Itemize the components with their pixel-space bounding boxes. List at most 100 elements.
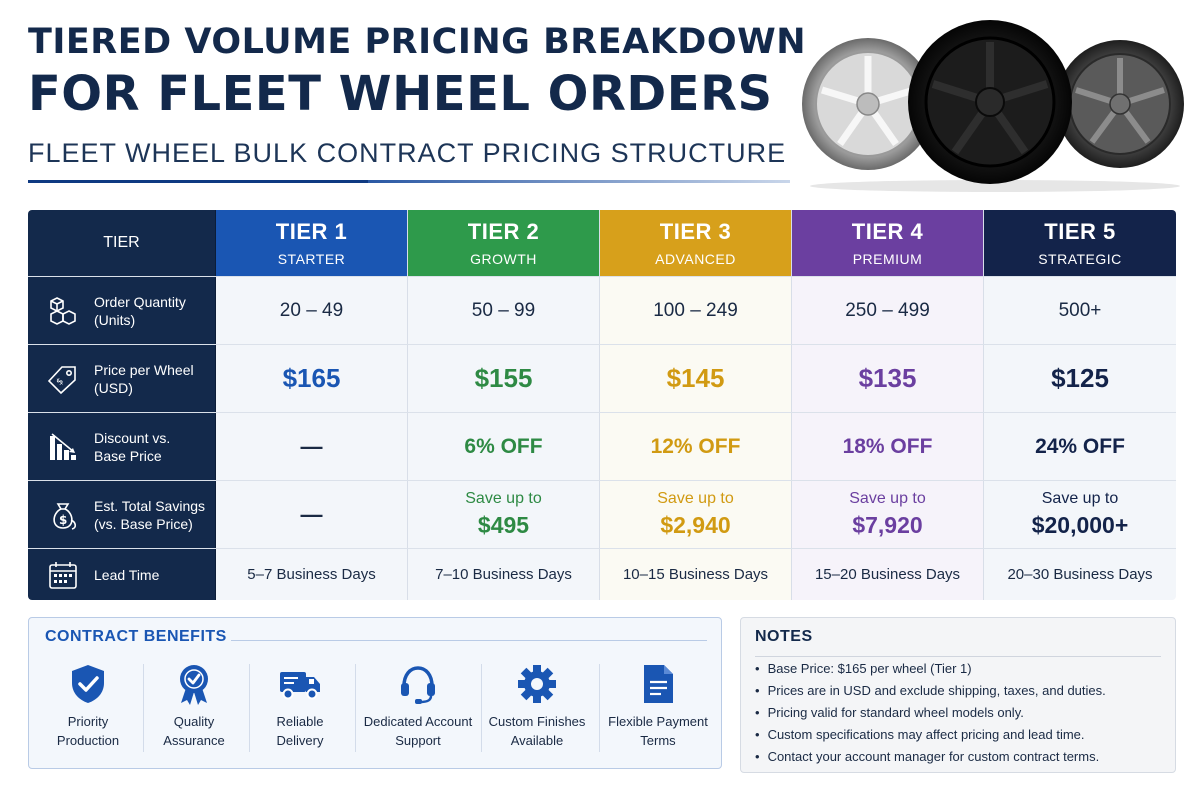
tier-1-name: TIER 1 bbox=[275, 219, 348, 244]
savings-prefix-tier-2: Save up to bbox=[465, 490, 542, 507]
savings-label-cell: $ Est. Total Savings (vs. Base Price) bbox=[28, 481, 216, 548]
benefit-label-2: Quality Assurance bbox=[163, 714, 225, 748]
note-item: Base Price: $165 per wheel (Tier 1) bbox=[755, 658, 1106, 680]
benefit-flexible-payment: Flexible Payment Terms bbox=[601, 662, 715, 758]
benefit-quality-assurance: Quality Assurance bbox=[141, 662, 247, 758]
notes-title: NOTES bbox=[755, 628, 813, 645]
benefit-custom-finishes: Custom Finishes Available bbox=[481, 662, 593, 758]
wheels-image bbox=[802, 20, 1184, 192]
benefits-title: CONTRACT BENEFITS bbox=[45, 628, 227, 645]
tier-2-name: TIER 2 bbox=[467, 219, 540, 244]
benefit-separator bbox=[481, 664, 482, 752]
discount-tier-2: 6% OFF bbox=[464, 434, 543, 458]
discount-tier-5: 24% OFF bbox=[1035, 434, 1125, 458]
savings-tier-1: — bbox=[300, 501, 323, 527]
quantity-label: Order Quantity (Units) bbox=[94, 293, 186, 328]
tier-3-name: TIER 3 bbox=[659, 219, 732, 244]
price-label: Price per Wheel (USD) bbox=[94, 361, 194, 396]
benefit-label-1: Priority Production bbox=[56, 714, 120, 748]
tier-3-sub: ADVANCED bbox=[655, 251, 736, 267]
savings-label: Est. Total Savings (vs. Base Price) bbox=[94, 497, 206, 532]
tier-3-header: TIER 3 ADVANCED bbox=[600, 210, 792, 276]
corner-label: TIER bbox=[28, 210, 216, 276]
award-ribbon-icon bbox=[180, 665, 208, 705]
price-row: $ Price per Wheel (USD) $165 $155 $145 $… bbox=[28, 344, 1176, 412]
title-line-1: TIERED VOLUME PRICING BREAKDOWN bbox=[28, 22, 807, 62]
lead-tier-1: 5–7 Business Days bbox=[247, 566, 376, 583]
price-tier-3: $145 bbox=[666, 363, 725, 393]
shield-check-icon bbox=[72, 665, 104, 703]
notes-list: Base Price: $165 per wheel (Tier 1) Pric… bbox=[755, 658, 1106, 768]
tier-2-sub: GROWTH bbox=[470, 251, 537, 267]
savings-prefix-tier-5: Save up to bbox=[1041, 490, 1119, 507]
savings-tier-3: $2,940 bbox=[660, 512, 731, 538]
notes-panel: NOTES Base Price: $165 per wheel (Tier 1… bbox=[740, 617, 1176, 773]
benefit-priority-production: Priority Production bbox=[35, 662, 141, 758]
benefit-separator bbox=[143, 664, 144, 752]
tier-4-sub: PREMIUM bbox=[852, 251, 923, 267]
price-tag-icon: $ bbox=[47, 365, 76, 394]
benefit-dedicated-support: Dedicated Account Support bbox=[359, 662, 477, 758]
tier-5-name: TIER 5 bbox=[1044, 219, 1116, 244]
tier-1-sub: STARTER bbox=[277, 251, 346, 267]
tier-2-header: TIER 2 GROWTH bbox=[408, 210, 600, 276]
benefit-separator bbox=[599, 664, 600, 752]
notes-divider bbox=[755, 656, 1161, 657]
price-tier-1: $165 bbox=[282, 363, 341, 393]
title-divider bbox=[28, 180, 790, 183]
price-tier-2: $155 bbox=[474, 363, 533, 393]
title-line-2: FOR FLEET WHEEL ORDERS bbox=[28, 66, 773, 122]
benefit-separator bbox=[249, 664, 250, 752]
table-header-row: TIER TIER 1 STARTER TIER 2 GROWTH TIER 3… bbox=[28, 210, 1176, 276]
note-item: Custom specifications may affect pricing… bbox=[755, 724, 1106, 746]
bar-chart-down-icon bbox=[50, 432, 76, 460]
savings-prefix-tier-4: Save up to bbox=[849, 490, 926, 507]
benefit-label-4: Dedicated Account Support bbox=[363, 714, 473, 748]
benefit-reliable-delivery: Reliable Delivery bbox=[247, 662, 353, 758]
savings-tier-5: $20,000+ bbox=[1031, 512, 1129, 538]
gunmetal-wheel bbox=[1056, 40, 1184, 168]
gear-icon bbox=[518, 665, 556, 703]
benefit-label-3: Reliable Delivery bbox=[276, 714, 324, 748]
lead-label-cell: Lead Time bbox=[28, 549, 216, 600]
calendar-icon bbox=[49, 561, 77, 589]
qty-tier-5: 500+ bbox=[1058, 299, 1102, 321]
quantity-row: Order Quantity (Units) 20 – 49 50 – 99 1… bbox=[28, 276, 1176, 344]
tier-4-header: TIER 4 PREMIUM bbox=[792, 210, 984, 276]
black-wheel bbox=[908, 20, 1072, 184]
qty-tier-3: 100 – 249 bbox=[653, 299, 738, 321]
lead-tier-5: 20–30 Business Days bbox=[1007, 566, 1153, 583]
boxes-icon bbox=[50, 296, 76, 325]
contract-benefits-panel: CONTRACT BENEFITS Priority Production Qu… bbox=[28, 617, 722, 769]
money-bag-icon: $ bbox=[53, 502, 77, 530]
price-tier-5: $125 bbox=[1051, 363, 1109, 393]
document-icon bbox=[644, 665, 673, 703]
discount-tier-1: — bbox=[300, 433, 323, 459]
discount-label-cell: Discount vs. Base Price bbox=[28, 413, 216, 480]
note-item: Pricing valid for standard wheel models … bbox=[755, 702, 1106, 724]
truck-icon bbox=[280, 672, 320, 700]
savings-prefix-tier-3: Save up to bbox=[657, 490, 734, 507]
qty-tier-2: 50 – 99 bbox=[471, 299, 536, 321]
tier-4-name: TIER 4 bbox=[851, 219, 924, 244]
benefit-separator bbox=[355, 664, 356, 752]
svg-text:$: $ bbox=[55, 376, 66, 387]
note-item: Prices are in USD and exclude shipping, … bbox=[755, 680, 1106, 702]
tier-1-header: TIER 1 STARTER bbox=[216, 210, 408, 276]
lead-label: Lead Time bbox=[94, 566, 160, 583]
note-item: Contact your account manager for custom … bbox=[755, 746, 1106, 768]
svg-text:$: $ bbox=[59, 513, 67, 527]
lead-tier-3: 10–15 Business Days bbox=[622, 566, 769, 583]
silver-wheel bbox=[802, 38, 934, 170]
price-label-cell: $ Price per Wheel (USD) bbox=[28, 345, 216, 412]
benefit-label-5: Custom Finishes Available bbox=[488, 714, 586, 748]
lead-time-row: Lead Time 5–7 Business Days 7–10 Busines… bbox=[28, 548, 1176, 600]
headset-icon bbox=[401, 666, 435, 704]
subtitle: FLEET WHEEL BULK CONTRACT PRICING STRUCT… bbox=[28, 138, 787, 168]
price-tier-4: $135 bbox=[858, 363, 917, 393]
quantity-label-cell: Order Quantity (Units) bbox=[28, 277, 216, 344]
benefits-divider bbox=[231, 640, 707, 641]
savings-tier-4: $7,920 bbox=[852, 512, 923, 538]
tier-5-sub: STRATEGIC bbox=[1038, 251, 1122, 267]
benefit-label-6: Flexible Payment Terms bbox=[608, 714, 708, 748]
